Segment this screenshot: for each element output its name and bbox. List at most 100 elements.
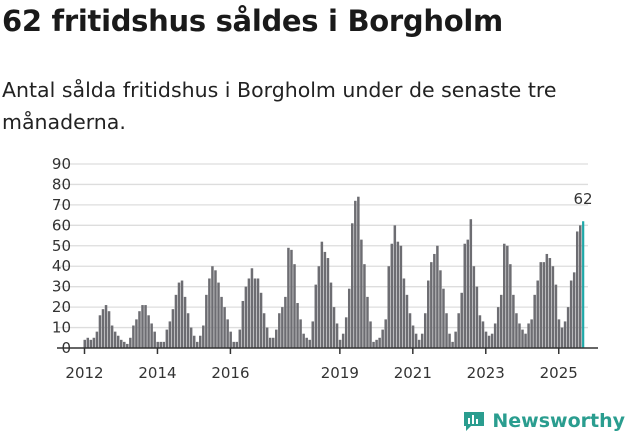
bar (436, 245, 439, 348)
bar (192, 335, 196, 348)
bar (250, 268, 254, 348)
bar (98, 315, 102, 348)
bar (451, 341, 454, 348)
bar (344, 317, 348, 348)
bar (232, 341, 235, 348)
bar (469, 219, 473, 348)
bar (119, 339, 123, 348)
bar (287, 247, 290, 348)
bar (490, 333, 494, 348)
bar (180, 280, 184, 348)
bar (521, 329, 524, 348)
bar (153, 331, 156, 348)
bar (226, 319, 229, 348)
bar (235, 341, 238, 348)
brand-name: Newsworthy (492, 410, 625, 432)
bar (278, 313, 281, 348)
bar (351, 223, 354, 348)
bar (116, 335, 120, 348)
bar (83, 339, 86, 348)
bar (369, 321, 372, 348)
bar (89, 339, 93, 348)
bar (414, 333, 418, 348)
y-tick-label: 20 (52, 298, 71, 316)
y-tick-label: 70 (52, 196, 71, 214)
x-tick-label: 2025 (540, 364, 578, 382)
bar (92, 337, 96, 348)
bar (138, 311, 141, 348)
bar (244, 286, 248, 348)
bar (317, 266, 321, 348)
y-tick-label: 30 (52, 278, 71, 296)
bar (509, 264, 512, 348)
bar (165, 329, 169, 348)
bar (533, 294, 536, 348)
bar (518, 323, 521, 348)
bar (427, 280, 430, 348)
bar (506, 245, 509, 348)
bar (299, 319, 302, 348)
y-tick-label: 60 (52, 216, 71, 234)
bar (472, 266, 476, 348)
y-tick-label: 10 (52, 319, 71, 337)
bar (132, 325, 135, 348)
bar (372, 341, 375, 348)
bar (156, 341, 159, 348)
bar (305, 337, 308, 348)
bar (551, 266, 555, 348)
bar (515, 313, 518, 348)
x-tick-label: 2019 (321, 364, 359, 382)
bar (430, 262, 433, 348)
bar (220, 296, 223, 348)
chart-title: 62 fritidshus såldes i Borgholm (2, 4, 503, 38)
bar (238, 329, 242, 348)
bar (563, 321, 567, 348)
y-tick-label: 80 (52, 175, 71, 193)
bar (487, 335, 491, 348)
bar (439, 270, 442, 348)
bar (512, 294, 515, 348)
bar (448, 333, 451, 348)
bar (253, 278, 257, 348)
newsworthy-logo: Newsworthy (462, 409, 625, 433)
bar (123, 341, 126, 348)
bar (335, 323, 339, 348)
bar (387, 266, 390, 348)
bar (545, 253, 549, 348)
bar (186, 313, 190, 348)
bar (275, 329, 278, 348)
bar (174, 294, 178, 348)
bar (214, 270, 217, 348)
bar (445, 313, 448, 348)
x-tick-label: 2016 (211, 364, 249, 382)
y-tick-label: 50 (52, 237, 71, 255)
bar (311, 321, 314, 348)
bar (323, 251, 327, 348)
bar (199, 335, 202, 348)
bar (229, 331, 232, 348)
bar (539, 262, 542, 348)
bar (454, 331, 457, 348)
bar (223, 307, 226, 348)
bar (405, 294, 409, 348)
bar (411, 325, 415, 348)
bar (363, 264, 366, 348)
bar (101, 309, 105, 348)
bar (524, 333, 527, 348)
bar (579, 225, 582, 348)
bar (208, 278, 211, 348)
bar (381, 329, 384, 348)
bar (408, 313, 412, 348)
bar (572, 272, 576, 348)
bar (354, 200, 357, 348)
bar (375, 339, 378, 348)
bar (302, 333, 305, 348)
bar (86, 337, 90, 348)
bar (256, 278, 260, 348)
bar (314, 284, 318, 348)
bar (575, 231, 579, 348)
bar (338, 339, 342, 348)
bar (95, 331, 99, 348)
bar (171, 309, 175, 348)
bar (560, 327, 564, 348)
